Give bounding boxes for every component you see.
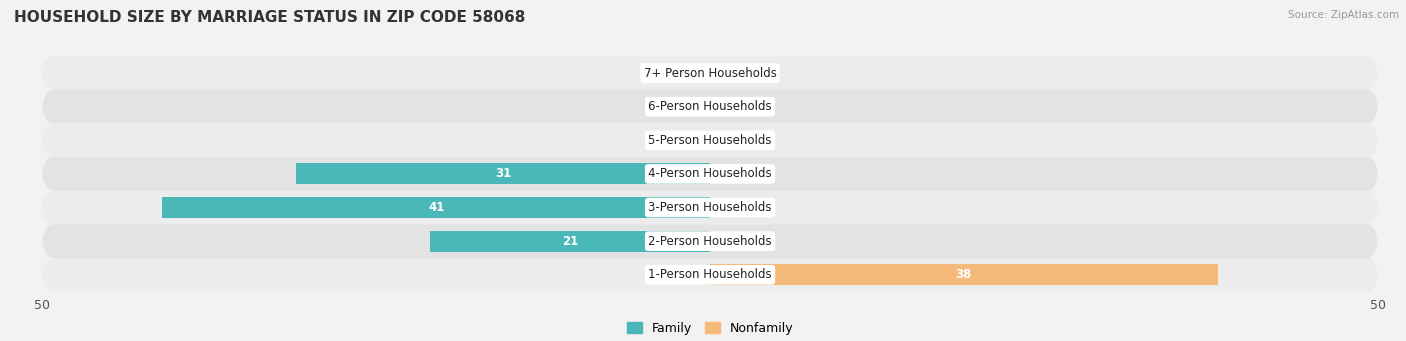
FancyBboxPatch shape <box>42 191 1378 224</box>
FancyBboxPatch shape <box>42 258 1378 292</box>
Text: 0: 0 <box>730 134 737 147</box>
Text: 0: 0 <box>730 100 737 113</box>
Text: Source: ZipAtlas.com: Source: ZipAtlas.com <box>1288 10 1399 20</box>
Text: 0: 0 <box>683 268 690 281</box>
Text: 0: 0 <box>683 134 690 147</box>
FancyBboxPatch shape <box>42 123 1378 157</box>
FancyBboxPatch shape <box>42 90 1378 123</box>
Bar <box>295 163 710 184</box>
Text: 41: 41 <box>427 201 444 214</box>
Text: 2-Person Households: 2-Person Households <box>648 235 772 248</box>
Text: 0: 0 <box>730 235 737 248</box>
Text: 38: 38 <box>956 268 972 281</box>
Bar <box>429 231 710 252</box>
FancyBboxPatch shape <box>42 224 1378 258</box>
Text: HOUSEHOLD SIZE BY MARRIAGE STATUS IN ZIP CODE 58068: HOUSEHOLD SIZE BY MARRIAGE STATUS IN ZIP… <box>14 10 526 25</box>
Bar <box>162 197 710 218</box>
FancyBboxPatch shape <box>42 157 1378 191</box>
Text: 0: 0 <box>730 167 737 180</box>
FancyBboxPatch shape <box>42 56 1378 90</box>
Text: 0: 0 <box>730 66 737 79</box>
Text: 21: 21 <box>561 235 578 248</box>
Text: 4-Person Households: 4-Person Households <box>648 167 772 180</box>
Text: 3-Person Households: 3-Person Households <box>648 201 772 214</box>
Bar <box>710 264 1218 285</box>
Text: 0: 0 <box>683 100 690 113</box>
Text: 0: 0 <box>730 201 737 214</box>
Text: 31: 31 <box>495 167 512 180</box>
Text: 0: 0 <box>683 66 690 79</box>
Text: 7+ Person Households: 7+ Person Households <box>644 66 776 79</box>
Text: 6-Person Households: 6-Person Households <box>648 100 772 113</box>
Text: 1-Person Households: 1-Person Households <box>648 268 772 281</box>
Legend: Family, Nonfamily: Family, Nonfamily <box>621 316 799 340</box>
Text: 5-Person Households: 5-Person Households <box>648 134 772 147</box>
